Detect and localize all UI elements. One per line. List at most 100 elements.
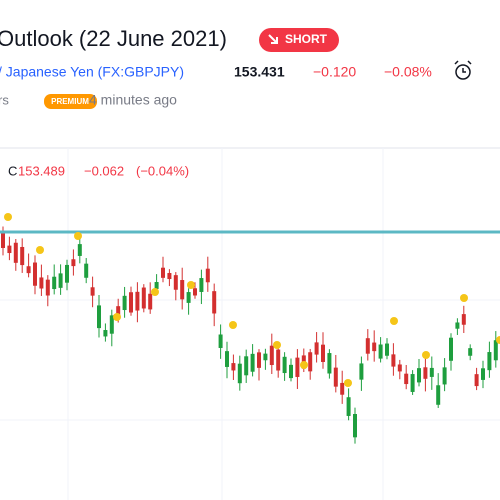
candle-body — [173, 275, 178, 290]
marker-dot — [460, 294, 468, 302]
candle-body — [410, 374, 415, 392]
marker-dot — [74, 232, 82, 240]
candle-body — [346, 397, 351, 416]
premium-text: PREMIUM — [51, 97, 89, 106]
candle-body — [218, 334, 223, 348]
badge-text: SHORT — [285, 32, 328, 46]
premium-badge — [44, 94, 97, 109]
price-change-percent: −0.08% — [384, 64, 432, 80]
candle-body — [269, 345, 274, 366]
candle-body — [340, 382, 345, 395]
candle-body — [250, 353, 255, 372]
candle-body — [45, 279, 50, 296]
candle-body — [52, 276, 57, 290]
candle-body — [481, 368, 485, 380]
candle-body — [257, 352, 261, 368]
candle-body — [13, 242, 18, 263]
marker-dot — [300, 361, 308, 369]
down-arrow-icon — [268, 34, 278, 44]
candle-body — [7, 245, 12, 254]
candle-body — [327, 353, 332, 374]
candle-body — [154, 282, 159, 289]
marker-dot — [113, 313, 121, 321]
candle-body — [148, 293, 153, 310]
timestamp: 4 minutes ago — [89, 92, 177, 108]
marker-dot — [390, 317, 398, 325]
candle-body — [205, 268, 210, 283]
candle-body — [84, 263, 89, 278]
candle-body — [20, 246, 25, 266]
candle-body — [391, 354, 396, 367]
candle-body — [333, 367, 338, 387]
legend-close: 153.489 — [18, 163, 65, 178]
candle-body — [423, 367, 428, 379]
price-change: −0.120 — [313, 64, 356, 80]
marker-dot — [344, 379, 352, 387]
candle-body — [212, 291, 217, 314]
candle-body — [295, 357, 300, 377]
candle-body — [129, 292, 133, 313]
candle-body — [359, 363, 364, 380]
candle-body — [397, 364, 402, 372]
markers — [4, 213, 500, 387]
candle-body — [493, 340, 498, 361]
candle-body — [263, 353, 268, 361]
candle-body — [193, 288, 197, 296]
symbol-link[interactable]: / Japanese Yen (FX:GBPJPY) — [0, 64, 184, 80]
candle-body — [455, 322, 460, 329]
candle-body — [244, 356, 249, 376]
short-badge[interactable] — [259, 28, 339, 52]
candle-body — [90, 287, 95, 296]
candle-body — [39, 277, 44, 289]
candle-body — [231, 363, 236, 371]
legend-change-percent: (−0.04%) — [136, 163, 189, 178]
candle-body — [308, 352, 313, 372]
candle-body — [289, 364, 293, 379]
marker-dot — [422, 351, 430, 359]
candle-body — [58, 273, 63, 288]
marker-dot — [36, 246, 44, 254]
candle-body — [97, 305, 101, 329]
candle-body — [77, 244, 82, 256]
chart-grid — [0, 148, 500, 500]
candle-body — [186, 292, 191, 303]
candle-body — [109, 315, 114, 334]
candle-body — [385, 343, 389, 356]
candle-body — [167, 273, 172, 280]
candle-body — [468, 348, 473, 356]
price: 153.431 — [234, 64, 285, 80]
candle-body — [436, 385, 441, 405]
candle-body — [33, 262, 37, 286]
marker-dot — [229, 321, 237, 329]
idea-title: Outlook (22 June 2021) — [0, 26, 227, 51]
marker-dot — [151, 288, 159, 296]
candle-body — [378, 344, 383, 359]
candle-body — [103, 330, 108, 337]
marker-dot — [4, 213, 12, 221]
candle-body — [26, 266, 31, 274]
candles — [1, 226, 498, 444]
alert-icon[interactable] — [454, 60, 472, 80]
candle-body — [442, 367, 447, 385]
candle-body — [474, 374, 479, 387]
candle-body — [372, 342, 377, 352]
candle-body — [71, 259, 76, 267]
candle-body — [65, 264, 69, 283]
candle-body — [314, 342, 319, 355]
candle-body — [449, 337, 453, 361]
candle-body — [429, 367, 434, 377]
legend-change: −0.062 — [84, 163, 124, 178]
candle-body — [276, 349, 281, 371]
candle-body — [487, 352, 492, 371]
candle-body — [237, 363, 242, 384]
author[interactable]: rs — [0, 92, 9, 107]
candle-body — [353, 414, 357, 438]
legend-label: C — [8, 163, 17, 178]
candle-body — [141, 287, 146, 309]
candle-body — [282, 356, 287, 374]
candle-body — [135, 291, 140, 311]
candle-body — [122, 295, 127, 311]
marker-dot — [187, 281, 195, 289]
